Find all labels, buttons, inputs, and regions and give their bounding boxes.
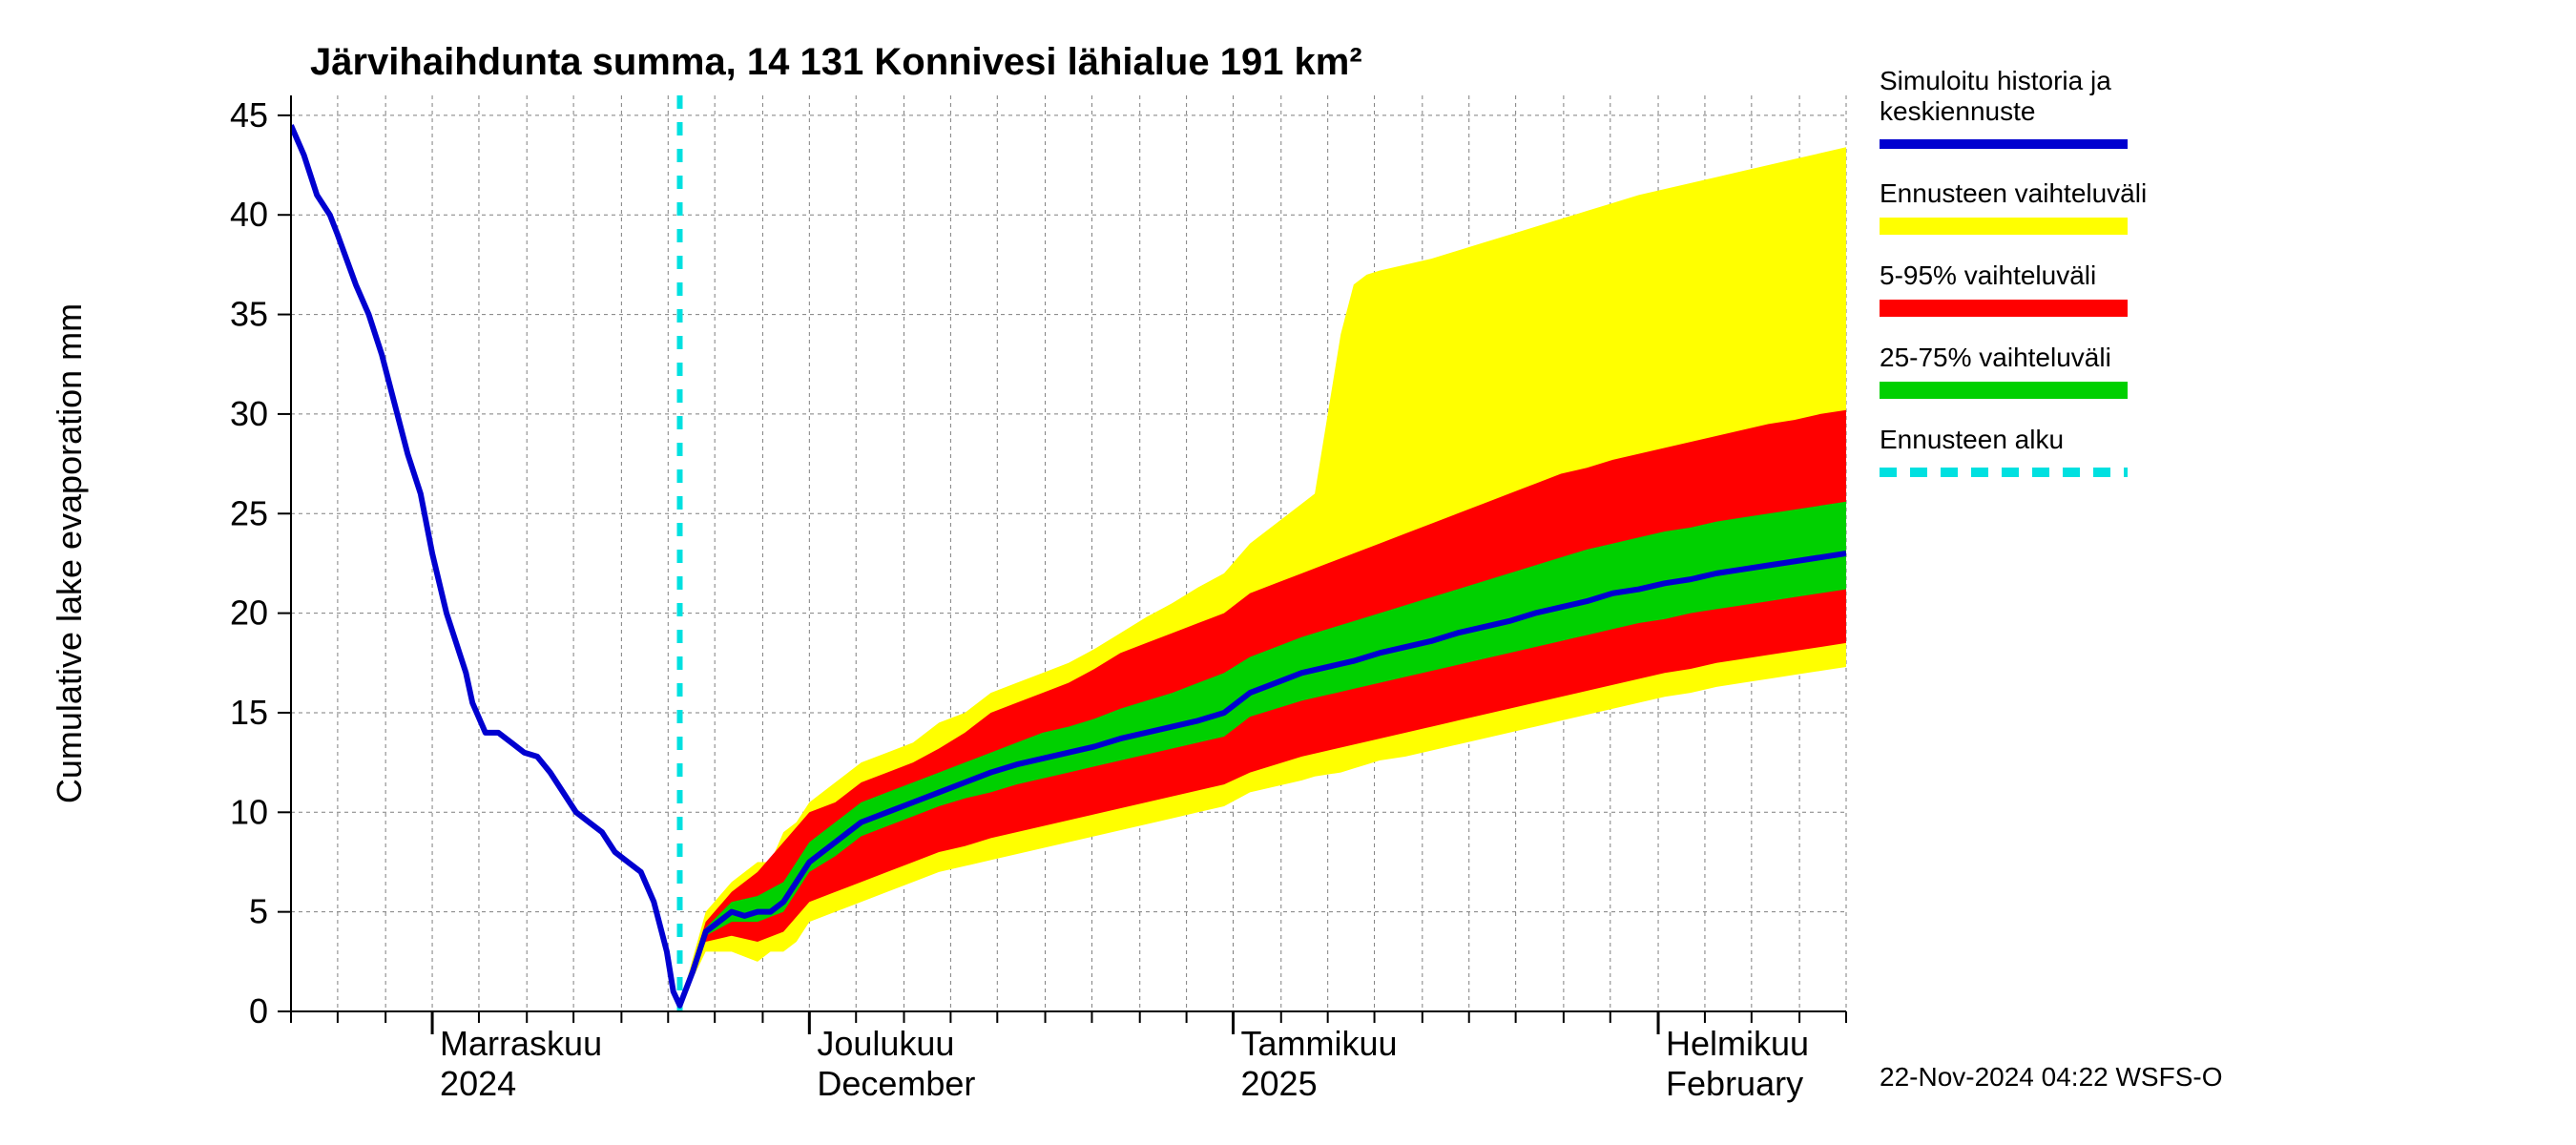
y-tick-label: 20 (230, 593, 268, 633)
y-tick-label: 25 (230, 493, 268, 532)
legend-label: Ennusteen vaihteluväli (1880, 178, 2147, 208)
legend-label: keskiennuste (1880, 96, 2035, 126)
x-tick-label-top: Tammikuu (1241, 1024, 1398, 1063)
x-tick-label-top: Marraskuu (440, 1024, 602, 1063)
y-tick-label: 0 (249, 991, 268, 1030)
chart-container: 051015202530354045Marraskuu2024JoulukuuD… (0, 0, 2576, 1145)
chart-svg: 051015202530354045Marraskuu2024JoulukuuD… (0, 0, 2576, 1145)
chart-title: Järvihaihdunta summa, 14 131 Konnivesi l… (310, 41, 1362, 83)
y-tick-label: 5 (249, 892, 268, 931)
y-axis-label: Cumulative lake evaporation mm (50, 303, 89, 803)
legend-label: Ennusteen alku (1880, 425, 2064, 454)
y-tick-label: 45 (230, 95, 268, 135)
x-tick-label-bot: 2025 (1241, 1064, 1318, 1103)
legend-swatch-band (1880, 382, 2128, 399)
x-tick-label-top: Joulukuu (817, 1024, 954, 1063)
legend-label: 5-95% vaihteluväli (1880, 260, 2096, 290)
y-tick-label: 40 (230, 195, 268, 234)
y-tick-label: 30 (230, 394, 268, 433)
y-tick-label: 35 (230, 295, 268, 334)
legend-swatch-band (1880, 218, 2128, 235)
x-tick-label-bot: February (1666, 1064, 1803, 1103)
x-tick-label-top: Helmikuu (1666, 1024, 1809, 1063)
legend-label: 25-75% vaihteluväli (1880, 343, 2111, 372)
y-tick-label: 10 (230, 792, 268, 831)
legend-swatch-band (1880, 300, 2128, 317)
x-tick-label-bot: 2024 (440, 1064, 516, 1103)
y-tick-label: 15 (230, 693, 268, 732)
x-tick-label-bot: December (817, 1064, 975, 1103)
legend-label: Simuloitu historia ja (1880, 66, 2111, 95)
footer-timestamp: 22-Nov-2024 04:22 WSFS-O (1880, 1062, 2223, 1092)
